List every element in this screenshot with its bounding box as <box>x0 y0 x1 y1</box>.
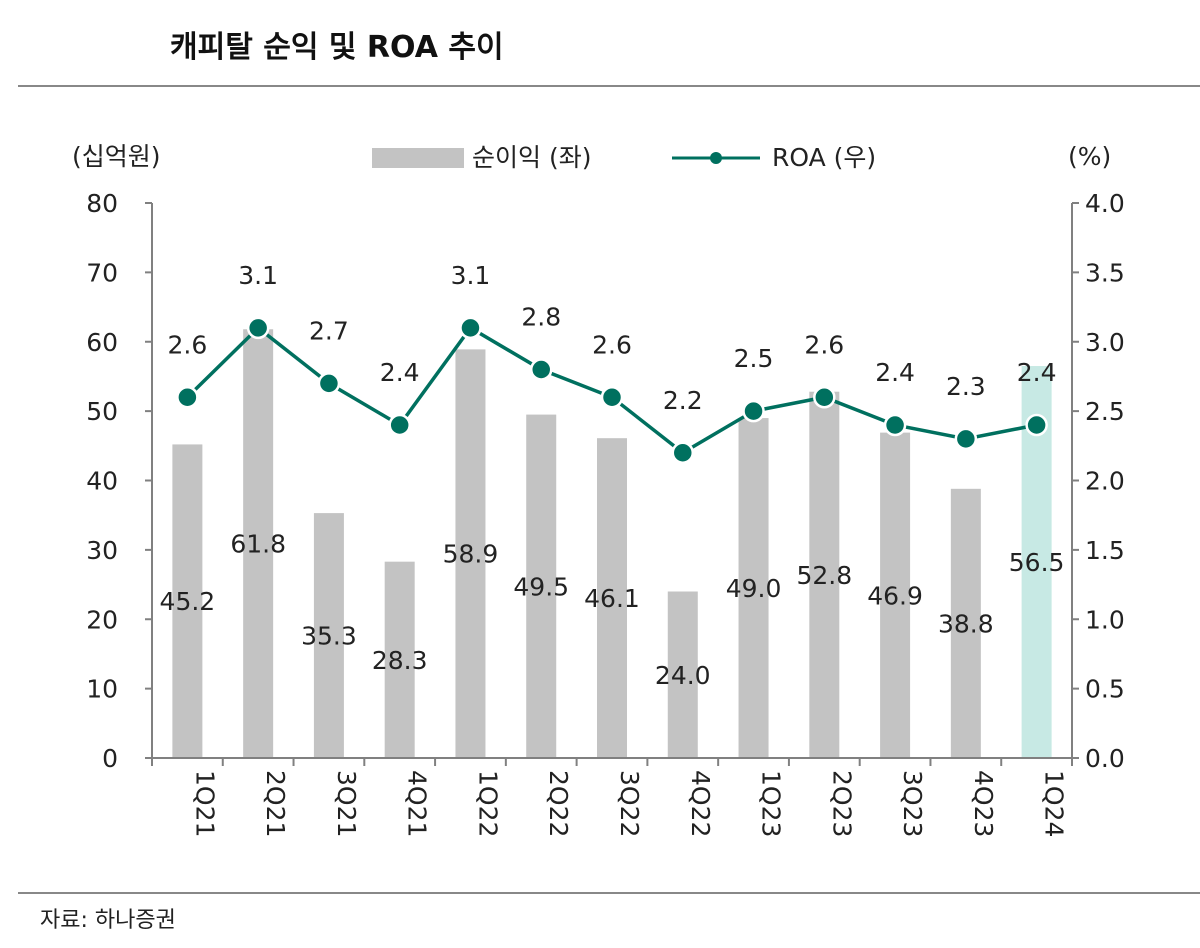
roa-point-3Q21 <box>317 372 341 395</box>
roa-point-1Q21 <box>176 386 199 409</box>
right-tick-label: 0.5 <box>1085 675 1125 704</box>
x-tick-label: 4Q22 <box>686 770 715 837</box>
roa-data-label: 2.6 <box>592 330 632 359</box>
roa-point-1Q22 <box>459 316 482 340</box>
left-axis-unit: (십억원) <box>72 142 161 171</box>
bar-1Q22 <box>455 349 486 758</box>
right-tick-label: 2.0 <box>1085 467 1125 496</box>
legend-line-label: ROA (우) <box>772 143 876 172</box>
roa-point-2Q21 <box>246 316 270 340</box>
roa-data-label: 2.4 <box>380 358 420 387</box>
x-tick-label: 1Q23 <box>757 770 786 837</box>
right-tick-label: 3.5 <box>1085 258 1125 287</box>
chart-title: 캐피탈 순익 및 ROA 추이 <box>170 30 504 65</box>
bar-data-label: 56.5 <box>1009 548 1065 577</box>
left-tick-label: 70 <box>86 258 118 287</box>
bar-4Q21 <box>384 561 415 758</box>
bar-data-label: 46.1 <box>584 584 640 613</box>
roa-point-4Q23 <box>954 427 978 451</box>
roa-data-label: 2.7 <box>309 316 349 345</box>
bar-data-label: 49.0 <box>726 574 782 603</box>
bar-data-label: 52.8 <box>796 561 852 590</box>
x-tick-label: 4Q23 <box>969 770 998 837</box>
bar-data-label: 49.5 <box>513 572 569 601</box>
left-tick-label: 50 <box>86 397 118 426</box>
bottom-divider <box>18 892 1200 894</box>
bar-4Q22 <box>667 591 698 758</box>
roa-point-4Q21 <box>388 413 411 437</box>
bar-1Q23 <box>738 418 769 758</box>
left-tick-label: 10 <box>86 675 118 704</box>
right-tick-label: 2.5 <box>1085 397 1125 426</box>
top-divider <box>18 85 1200 87</box>
roa-point-2Q22 <box>529 358 553 381</box>
right-axis-unit: (%) <box>1068 142 1111 171</box>
bar-data-label: 61.8 <box>230 530 286 559</box>
bar-3Q21 <box>313 513 344 758</box>
roa-point-4Q22 <box>671 441 695 464</box>
source-note: 자료: 하나증권 <box>40 908 176 933</box>
left-tick-label: 60 <box>86 328 118 357</box>
bar-data-label: 35.3 <box>301 622 357 651</box>
roa-point-2Q23 <box>813 386 836 409</box>
roa-data-label: 2.2 <box>663 386 703 415</box>
legend-line-marker <box>710 152 722 164</box>
x-tick-label: 2Q22 <box>544 770 573 837</box>
bar-3Q23 <box>880 432 911 758</box>
right-tick-label: 4.0 <box>1085 189 1125 218</box>
roa-point-1Q23 <box>742 399 765 423</box>
x-tick-label: 4Q21 <box>403 770 432 837</box>
roa-data-label: 2.6 <box>168 330 208 359</box>
x-tick-label: 3Q22 <box>615 770 644 837</box>
roa-data-label: 3.1 <box>238 261 278 290</box>
legend-bar-swatch <box>372 148 464 168</box>
roa-data-label: 2.8 <box>521 303 561 332</box>
x-tick-label: 2Q21 <box>261 770 290 837</box>
x-tick-label: 3Q21 <box>332 770 361 837</box>
x-tick-label: 1Q22 <box>473 770 502 837</box>
right-tick-label: 1.5 <box>1085 536 1125 565</box>
left-tick-label: 40 <box>86 467 118 496</box>
roa-data-label: 2.3 <box>946 372 986 401</box>
x-tick-label: 3Q23 <box>898 770 927 837</box>
left-tick-label: 30 <box>86 536 118 565</box>
left-tick-label: 20 <box>86 605 118 634</box>
roa-point-1Q24 <box>1025 413 1048 437</box>
legend-bar-label: 순이익 (좌) <box>472 143 591 172</box>
bar-3Q22 <box>597 438 627 758</box>
left-tick-label: 0 <box>102 744 118 773</box>
bar-data-label: 38.8 <box>938 609 994 638</box>
bar-data-label: 46.9 <box>867 581 923 610</box>
bar-2Q22 <box>526 414 557 758</box>
right-tick-label: 1.0 <box>1085 605 1125 634</box>
x-tick-label: 2Q23 <box>827 770 856 837</box>
bar-2Q23 <box>809 391 840 758</box>
x-tick-label: 1Q24 <box>1040 770 1069 837</box>
roa-data-label: 2.4 <box>1017 358 1057 387</box>
left-tick-label: 80 <box>86 189 118 218</box>
bar-4Q23 <box>950 488 981 758</box>
right-tick-label: 3.0 <box>1085 328 1125 357</box>
roa-data-label: 2.4 <box>875 358 915 387</box>
bar-2Q21 <box>243 329 274 758</box>
roa-data-label: 2.5 <box>734 344 774 373</box>
bar-data-label: 45.2 <box>160 587 216 616</box>
bar-data-label: 24.0 <box>655 661 711 690</box>
x-tick-label: 1Q21 <box>190 770 219 837</box>
right-tick-label: 0.0 <box>1085 744 1125 773</box>
bar-data-label: 28.3 <box>372 646 428 675</box>
roa-data-label: 2.6 <box>804 330 844 359</box>
bar-1Q21 <box>172 444 203 758</box>
roa-point-3Q22 <box>600 386 624 409</box>
roa-point-3Q23 <box>883 413 907 437</box>
roa-data-label: 3.1 <box>451 261 491 290</box>
bar-data-label: 58.9 <box>443 540 499 569</box>
